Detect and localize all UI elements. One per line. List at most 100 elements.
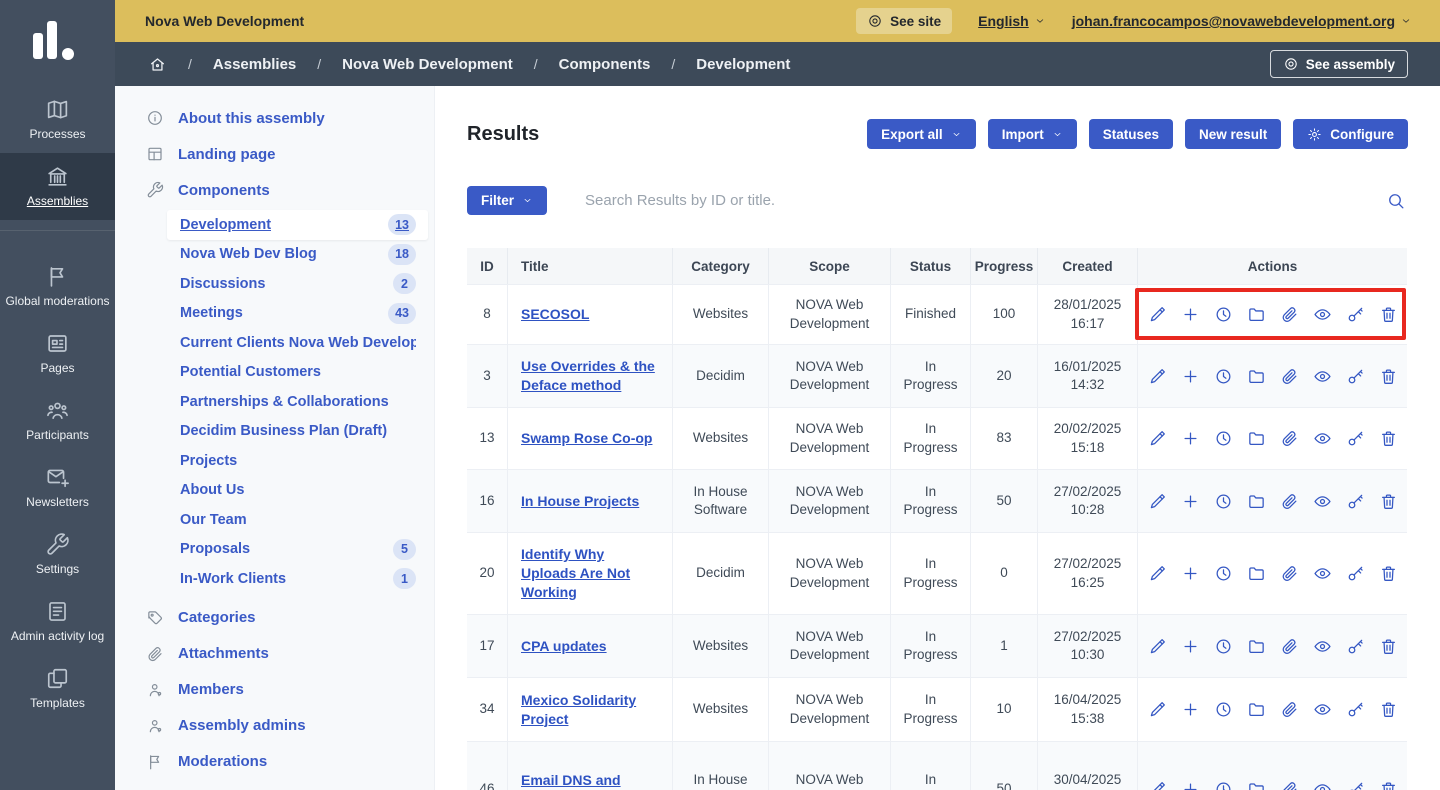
sidebar-item-meetings[interactable]: Meetings 43	[167, 299, 428, 329]
paperclip-icon[interactable]	[1280, 700, 1299, 719]
sidebar-item-development[interactable]: Development 13	[167, 210, 428, 240]
toolbar-button-export-all[interactable]: Export all	[867, 119, 976, 149]
decidim-logo[interactable]	[0, 0, 115, 86]
breadcrumb-item-components[interactable]: Components	[558, 55, 651, 73]
key-icon[interactable]	[1346, 564, 1365, 583]
edit-pencil-icon[interactable]	[1148, 564, 1167, 583]
sidebar-item-proposals[interactable]: Proposals 5	[167, 535, 428, 565]
rail-item-processes[interactable]: Processes	[0, 86, 115, 153]
toolbar-button-statuses[interactable]: Statuses	[1088, 119, 1173, 149]
language-menu[interactable]: English	[978, 13, 1046, 29]
result-title-link[interactable]: Identify Why Uploads Are Not Working	[521, 546, 631, 600]
toolbar-button-import[interactable]: Import	[987, 119, 1077, 149]
rail-item-admin-activity-log[interactable]: Admin activity log	[0, 588, 115, 655]
folder-icon[interactable]	[1247, 492, 1266, 511]
result-title-link[interactable]: Use Overrides & the Deface method	[521, 358, 655, 393]
clock-icon[interactable]	[1214, 429, 1233, 448]
sidebar-item-about-this-assembly[interactable]: About this assembly	[115, 100, 434, 136]
breadcrumb-item-nova-web-development[interactable]: Nova Web Development	[342, 55, 513, 73]
paperclip-icon[interactable]	[1280, 367, 1299, 386]
breadcrumb-item-development[interactable]: Development	[696, 55, 791, 73]
sidebar-item-decidim-business-plan-draft[interactable]: Decidim Business Plan (Draft)	[167, 417, 428, 447]
folder-icon[interactable]	[1247, 637, 1266, 656]
trash-icon[interactable]	[1379, 492, 1398, 511]
edit-pencil-icon[interactable]	[1148, 367, 1167, 386]
sidebar-item-in-work-clients[interactable]: In-Work Clients 1	[167, 564, 428, 594]
plus-icon[interactable]	[1181, 637, 1200, 656]
key-icon[interactable]	[1346, 637, 1365, 656]
paperclip-icon[interactable]	[1280, 429, 1299, 448]
key-icon[interactable]	[1346, 367, 1365, 386]
clock-icon[interactable]	[1214, 564, 1233, 583]
paperclip-icon[interactable]	[1280, 780, 1299, 790]
folder-icon[interactable]	[1247, 564, 1266, 583]
rail-item-pages[interactable]: Pages	[0, 320, 115, 387]
paperclip-icon[interactable]	[1280, 637, 1299, 656]
key-icon[interactable]	[1346, 429, 1365, 448]
eye-icon[interactable]	[1313, 367, 1332, 386]
search-icon[interactable]	[1386, 191, 1406, 211]
edit-pencil-icon[interactable]	[1148, 305, 1167, 324]
sidebar-item-discussions[interactable]: Discussions 2	[167, 269, 428, 299]
clock-icon[interactable]	[1214, 367, 1233, 386]
sidebar-item-about-us[interactable]: About Us	[167, 476, 428, 506]
sidebar-item-potential-customers[interactable]: Potential Customers	[167, 358, 428, 388]
sidebar-item-current-clients-nova-web-development[interactable]: Current Clients Nova Web Development	[167, 328, 428, 358]
rail-item-settings[interactable]: Settings	[0, 521, 115, 588]
eye-icon[interactable]	[1313, 492, 1332, 511]
plus-icon[interactable]	[1181, 429, 1200, 448]
folder-icon[interactable]	[1247, 305, 1266, 324]
edit-pencil-icon[interactable]	[1148, 492, 1167, 511]
folder-icon[interactable]	[1247, 367, 1266, 386]
sidebar-item-landing-page[interactable]: Landing page	[115, 136, 434, 172]
result-title-link[interactable]: Swamp Rose Co-op	[521, 430, 653, 447]
clock-icon[interactable]	[1214, 637, 1233, 656]
sidebar-item-moderations[interactable]: Moderations	[115, 744, 434, 780]
eye-icon[interactable]	[1313, 637, 1332, 656]
sidebar-item-partnerships-collaborations[interactable]: Partnerships & Collaborations	[167, 387, 428, 417]
search-input[interactable]	[585, 192, 1386, 209]
sidebar-item-members[interactable]: Members	[115, 672, 434, 708]
rail-item-participants[interactable]: Participants	[0, 387, 115, 454]
plus-icon[interactable]	[1181, 367, 1200, 386]
rail-item-global-moderations[interactable]: Global moderations	[0, 253, 115, 320]
rail-item-assemblies[interactable]: Assemblies	[0, 153, 115, 220]
edit-pencil-icon[interactable]	[1148, 780, 1167, 790]
clock-icon[interactable]	[1214, 700, 1233, 719]
eye-icon[interactable]	[1313, 564, 1332, 583]
edit-pencil-icon[interactable]	[1148, 429, 1167, 448]
paperclip-icon[interactable]	[1280, 564, 1299, 583]
eye-icon[interactable]	[1313, 700, 1332, 719]
home-icon[interactable]	[148, 55, 167, 74]
trash-icon[interactable]	[1379, 780, 1398, 790]
paperclip-icon[interactable]	[1280, 492, 1299, 511]
plus-icon[interactable]	[1181, 780, 1200, 790]
eye-icon[interactable]	[1313, 429, 1332, 448]
edit-pencil-icon[interactable]	[1148, 700, 1167, 719]
result-title-link[interactable]: In House Projects	[521, 492, 640, 509]
key-icon[interactable]	[1346, 305, 1365, 324]
key-icon[interactable]	[1346, 780, 1365, 790]
trash-icon[interactable]	[1379, 564, 1398, 583]
rail-item-newsletters[interactable]: Newsletters	[0, 454, 115, 521]
folder-icon[interactable]	[1247, 780, 1266, 790]
clock-icon[interactable]	[1214, 492, 1233, 511]
eye-icon[interactable]	[1313, 780, 1332, 790]
clock-icon[interactable]	[1214, 780, 1233, 790]
trash-icon[interactable]	[1379, 637, 1398, 656]
sidebar-item-components[interactable]: Components	[115, 172, 434, 208]
result-title-link[interactable]: Email DNS and database	[521, 771, 621, 788]
see-assembly-button[interactable]: See assembly	[1269, 50, 1408, 78]
key-icon[interactable]	[1346, 700, 1365, 719]
folder-icon[interactable]	[1247, 429, 1266, 448]
trash-icon[interactable]	[1379, 367, 1398, 386]
clock-icon[interactable]	[1214, 305, 1233, 324]
sidebar-item-our-team[interactable]: Our Team	[167, 505, 428, 535]
result-title-link[interactable]: SECOSOL	[521, 306, 590, 323]
key-icon[interactable]	[1346, 492, 1365, 511]
filter-button[interactable]: Filter	[467, 186, 548, 215]
eye-icon[interactable]	[1313, 305, 1332, 324]
see-site-button[interactable]: See site	[856, 8, 953, 34]
folder-icon[interactable]	[1247, 700, 1266, 719]
toolbar-button-new-result[interactable]: New result	[1184, 119, 1282, 149]
